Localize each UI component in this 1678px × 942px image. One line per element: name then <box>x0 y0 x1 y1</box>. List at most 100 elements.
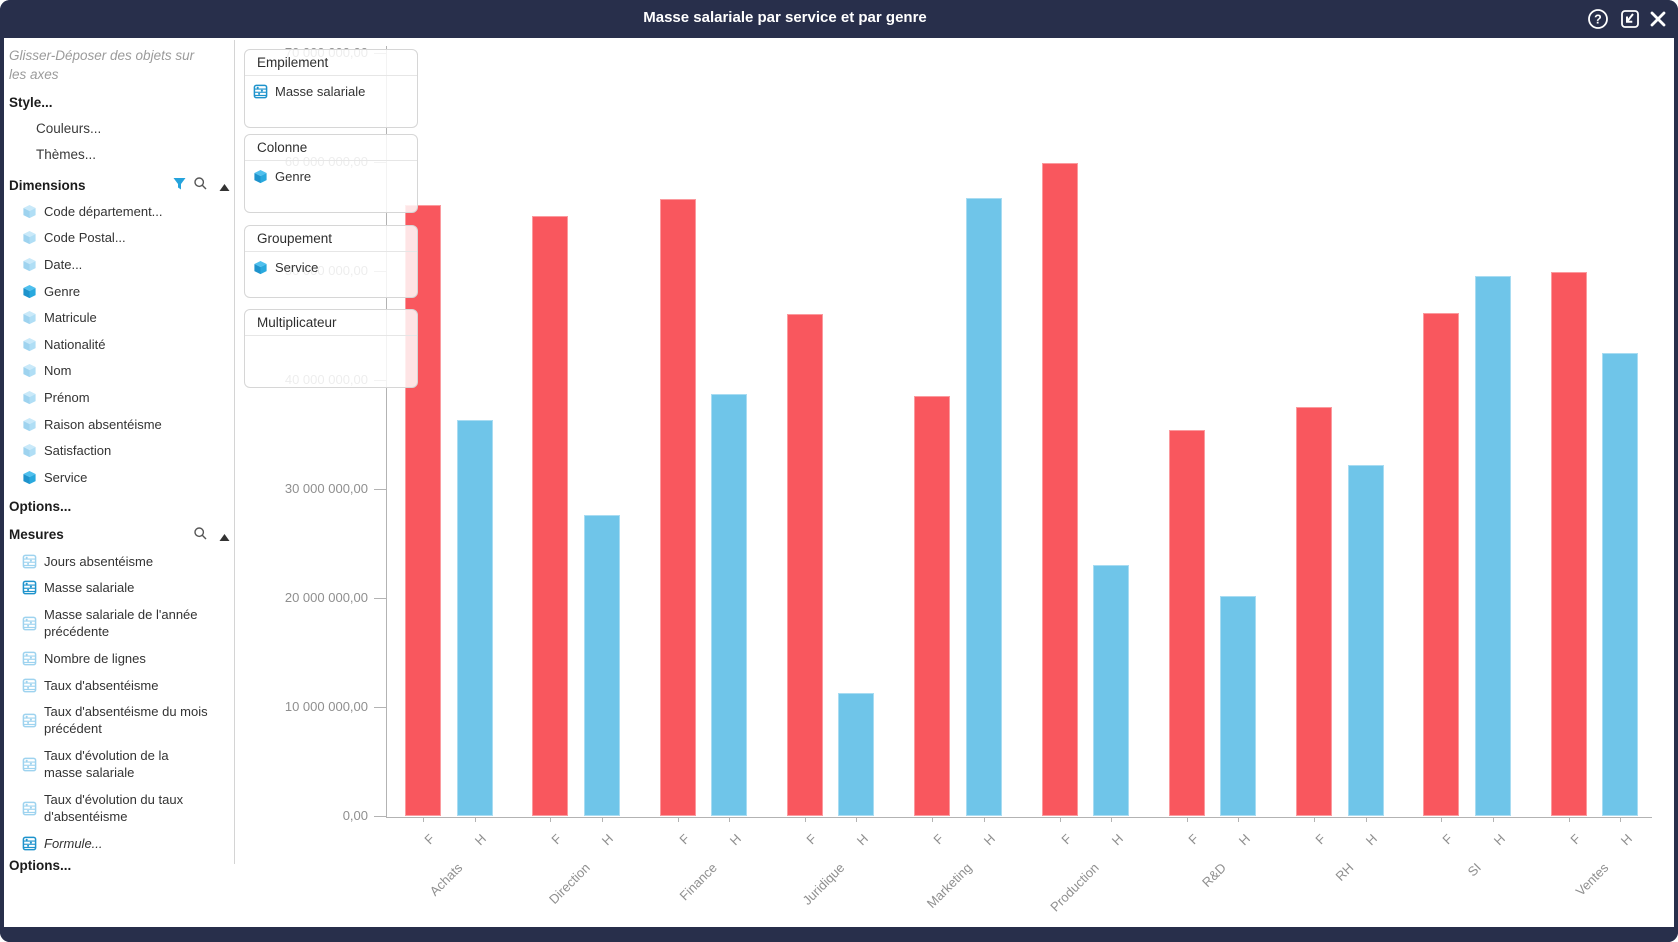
bar-label-h: H <box>1362 831 1381 849</box>
dimension-item-nom[interactable]: Nom <box>0 358 230 385</box>
themes-button[interactable]: Thèmes... <box>36 147 97 162</box>
measure-item-formule[interactable]: Formule... <box>0 830 230 857</box>
x-tick <box>1365 817 1367 822</box>
mesures-options-button[interactable]: Options... <box>9 858 72 873</box>
item-label: Nombre de lignes <box>44 650 146 666</box>
dropzone-title: Groupement <box>257 231 333 246</box>
dropzone-multiplicateur[interactable]: Multiplicateur <box>244 309 418 388</box>
bar-juridique-f[interactable] <box>786 314 823 817</box>
dropzone-separator <box>245 75 417 76</box>
dimension-item-raison-absent-isme[interactable]: Raison absentéisme <box>0 411 230 438</box>
dimension-cube-icon <box>23 390 36 405</box>
bar-r-d-f[interactable] <box>1168 429 1205 817</box>
search-icon[interactable] <box>193 176 208 192</box>
sidebar-divider <box>234 40 235 864</box>
y-tick-label: 30 000 000,00 <box>284 480 368 496</box>
dimension-item-genre[interactable]: Genre <box>0 278 230 305</box>
dimension-item-pr-nom[interactable]: Prénom <box>0 384 230 411</box>
measure-item-jours-absent-isme[interactable]: Jours absentéisme <box>0 548 230 575</box>
dimension-cube-icon <box>23 417 36 431</box>
y-tick <box>374 489 386 491</box>
dimension-item-nationalit[interactable]: Nationalité <box>0 331 230 358</box>
close-icon[interactable] <box>1646 7 1670 31</box>
bar-direction-f[interactable] <box>532 216 569 817</box>
y-tick-label: 0,00 <box>342 807 368 823</box>
x-tick <box>804 817 806 822</box>
bar-label-h: H <box>1490 831 1508 849</box>
measure-item-taux-d-volution-du-taux-d-absent-isme[interactable]: Taux d'évolution du taux d'absentéisme <box>0 786 230 830</box>
item-label: Taux d'absentéisme du mois précédent <box>44 704 208 737</box>
bar-achats-h[interactable] <box>456 419 493 817</box>
bar-ventes-h[interactable] <box>1602 353 1639 817</box>
dropzone-groupement[interactable]: Groupement Service <box>244 225 418 298</box>
measure-icon <box>253 84 268 99</box>
item-label: Code département... <box>44 203 163 219</box>
bar-label-h: H <box>1108 831 1126 849</box>
measure-icon <box>22 554 37 569</box>
item-label: Taux d'évolution de la masse salariale <box>44 748 169 781</box>
dropzone-item-genre[interactable]: Genre <box>245 161 417 188</box>
style-button[interactable]: Style... <box>9 95 53 110</box>
bar-label-h: H <box>726 831 744 849</box>
bar-ventes-f[interactable] <box>1550 271 1587 817</box>
filter-icon[interactable] <box>172 176 187 192</box>
x-axis-line <box>386 816 1652 818</box>
x-tick <box>1238 817 1240 822</box>
dropzone-item-masse-salariale[interactable]: Masse salariale <box>245 76 417 103</box>
dimensions-options-button[interactable]: Options... <box>9 499 72 514</box>
bar-rh-h[interactable] <box>1347 464 1384 817</box>
bar-si-h[interactable] <box>1474 276 1511 817</box>
help-icon[interactable]: ? <box>1586 7 1610 31</box>
dimension-cube-icon <box>23 257 36 272</box>
bar-si-f[interactable] <box>1423 313 1460 817</box>
dimension-item-date[interactable]: Date... <box>0 251 230 278</box>
bar-direction-h[interactable] <box>583 514 620 817</box>
dimension-item-code-d-partement[interactable]: Code département... <box>0 198 230 225</box>
bar-label-f: F <box>1439 831 1457 848</box>
bar-production-f[interactable] <box>1041 162 1078 817</box>
bar-finance-h[interactable] <box>711 393 748 817</box>
bar-achats-f[interactable] <box>405 205 441 817</box>
bar-juridique-h[interactable] <box>838 693 875 817</box>
bar-label-h: H <box>1617 831 1635 849</box>
dropzone-empilement[interactable]: Empilement Masse salariale <box>244 49 418 128</box>
dimension-item-service[interactable]: Service <box>0 464 230 491</box>
dropzone-separator <box>245 335 417 336</box>
measure-item-taux-d-absent-isme[interactable]: Taux d'absentéisme <box>0 672 230 699</box>
bar-marketing-h[interactable] <box>965 197 1002 817</box>
collapse-icon[interactable] <box>219 179 230 195</box>
measure-item-taux-d-volution-de-la-masse-salariale[interactable]: Taux d'évolution de la masse salariale <box>0 742 230 786</box>
dimension-item-satisfaction[interactable]: Satisfaction <box>0 437 230 464</box>
bar-production-h[interactable] <box>1093 564 1129 817</box>
bar-marketing-f[interactable] <box>914 395 951 817</box>
measure-item-masse-salariale[interactable]: Masse salariale <box>0 575 230 602</box>
bar-r-d-h[interactable] <box>1220 596 1257 817</box>
item-label: Genre <box>275 169 312 184</box>
y-axis-line <box>386 46 387 818</box>
bar-label-f: F <box>1567 831 1584 848</box>
bar-rh-f[interactable] <box>1296 406 1333 817</box>
measure-item-taux-d-absent-isme-du-mois-pr-c-dent[interactable]: Taux d'absentéisme du mois précédent <box>0 698 230 742</box>
bar-finance-f[interactable] <box>659 198 696 817</box>
couleurs-button[interactable]: Couleurs... <box>36 121 102 136</box>
collapse-icon[interactable] <box>219 529 230 545</box>
dropzone-item-service[interactable]: Service <box>245 252 417 279</box>
save-icon[interactable] <box>1618 7 1642 31</box>
bar-label-h: H <box>853 831 872 849</box>
bar-label-f: F <box>548 831 565 848</box>
category-label-production: Production <box>1047 860 1103 915</box>
dimension-cube-icon <box>254 260 267 275</box>
x-tick <box>1568 817 1570 822</box>
search-icon[interactable] <box>193 526 208 542</box>
measure-item-masse-salariale-de-l-ann-e-pr-c-dente[interactable]: Masse salariale de l'année précédente <box>0 601 230 645</box>
measure-item-nombre-de-lignes[interactable]: Nombre de lignes <box>0 645 230 672</box>
dimensions-list: Code département... Code Postal... Date...… <box>0 198 230 491</box>
bar-label-h: H <box>471 831 490 849</box>
drag-drop-hint: Glisser-Déposer des objets sur les axes <box>9 48 195 82</box>
dimension-cube-icon <box>23 204 36 218</box>
dimension-item-matricule[interactable]: Matricule <box>0 304 230 331</box>
dimension-item-code-postal[interactable]: Code Postal... <box>0 225 230 252</box>
measure-icon <box>22 801 37 816</box>
dropzone-colonne[interactable]: Colonne Genre <box>244 134 418 213</box>
